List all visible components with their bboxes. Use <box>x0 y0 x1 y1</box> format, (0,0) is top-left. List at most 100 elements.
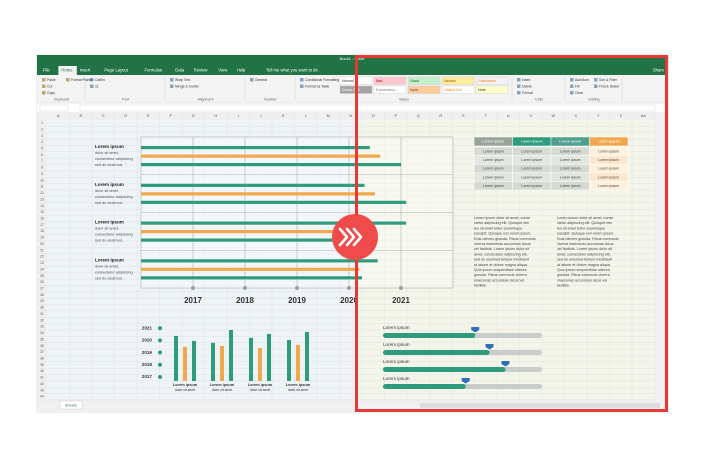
ribbon-tab[interactable]: Review <box>194 68 209 73</box>
ribbon-tab[interactable]: Home <box>61 68 73 73</box>
ribbon-button[interactable]: Clear <box>575 91 584 95</box>
row-header[interactable]: 7 <box>41 159 43 163</box>
column-header[interactable]: A <box>57 114 60 118</box>
ribbon-button[interactable]: Paste <box>47 78 56 82</box>
column-header[interactable]: C <box>102 114 105 118</box>
row-header[interactable]: 20 <box>40 242 44 246</box>
ribbon-button[interactable]: Copy <box>47 91 55 95</box>
column-header[interactable]: P <box>394 114 397 118</box>
row-header[interactable]: 11 <box>40 185 44 189</box>
row-header[interactable]: 35 <box>40 337 44 341</box>
ribbon-button[interactable]: Delete <box>522 84 532 88</box>
row-header[interactable]: 28 <box>40 293 44 297</box>
column-header[interactable]: F <box>170 114 173 118</box>
ribbon-button[interactable]: Insert <box>522 78 531 82</box>
vertical-scrollbar[interactable] <box>655 112 668 400</box>
formula-input[interactable] <box>79 104 656 112</box>
row-header[interactable]: 2 <box>41 127 43 131</box>
cell-style[interactable] <box>475 85 509 94</box>
ribbon-button[interactable]: General <box>255 78 267 82</box>
row-header[interactable]: 4 <box>41 140 43 144</box>
row-header[interactable]: 18 <box>40 229 44 233</box>
row-header[interactable]: 16 <box>40 217 44 221</box>
row-header[interactable]: 31 <box>40 312 44 316</box>
name-box[interactable] <box>39 104 69 112</box>
row-header[interactable]: 6 <box>41 153 43 157</box>
column-header[interactable]: AA <box>641 114 647 118</box>
ribbon-button[interactable]: Find & Select <box>599 84 619 88</box>
row-header[interactable]: 9 <box>41 172 43 176</box>
sheet-tab[interactable] <box>59 400 83 410</box>
column-header[interactable]: M <box>327 114 330 118</box>
ribbon-button[interactable]: Merge & Center <box>175 84 200 88</box>
column-header[interactable]: J <box>260 114 262 118</box>
column-header[interactable]: H <box>214 114 217 118</box>
row-header[interactable]: 21 <box>40 248 44 252</box>
cell-style[interactable] <box>407 85 441 94</box>
row-header[interactable]: 24 <box>40 267 44 271</box>
ribbon-button[interactable]: Format as Table <box>305 84 329 88</box>
ribbon-tab[interactable]: Insert <box>80 68 91 73</box>
ribbon-button[interactable]: Sort & Filter <box>599 78 618 82</box>
row-header[interactable]: 37 <box>40 350 44 354</box>
column-header[interactable]: V <box>529 114 532 118</box>
row-header[interactable]: 32 <box>40 318 44 322</box>
ribbon-tab[interactable]: Help <box>237 68 246 73</box>
row-header[interactable]: 41 <box>40 376 44 380</box>
row-header[interactable]: 25 <box>40 274 44 278</box>
column-header[interactable]: I <box>238 114 239 118</box>
cell-style[interactable] <box>373 85 407 94</box>
ribbon-button[interactable]: AutoSum <box>575 78 589 82</box>
row-header[interactable]: 13 <box>40 197 44 201</box>
column-header[interactable]: E <box>147 114 150 118</box>
row-header[interactable]: 17 <box>40 223 44 227</box>
ribbon-button[interactable]: Format Painter <box>71 78 94 82</box>
column-header[interactable]: T <box>485 114 488 118</box>
column-header[interactable]: U <box>507 114 510 118</box>
ribbon-button[interactable]: Cut <box>47 84 52 88</box>
ribbon-button[interactable]: 11 <box>95 84 99 88</box>
row-header[interactable]: 22 <box>40 255 44 259</box>
column-header[interactable]: D <box>124 114 127 118</box>
row-header[interactable]: 12 <box>40 191 44 195</box>
column-header[interactable]: S <box>462 114 465 118</box>
ribbon-tab[interactable]: Formulas <box>145 68 162 73</box>
cell-style[interactable] <box>441 76 475 85</box>
ribbon-tab[interactable]: File <box>43 68 50 73</box>
column-header[interactable]: Z <box>620 114 623 118</box>
cell-style[interactable] <box>407 76 441 85</box>
row-header[interactable]: 5 <box>41 147 43 151</box>
row-header[interactable]: 34 <box>40 331 44 335</box>
column-header[interactable]: R <box>439 114 442 118</box>
row-header[interactable]: 29 <box>40 299 44 303</box>
column-header[interactable]: O <box>372 114 375 118</box>
row-header[interactable]: 14 <box>40 204 44 208</box>
row-header[interactable]: 44 <box>40 395 44 399</box>
search-box[interactable]: Tell me what you want to do <box>266 68 318 73</box>
row-header[interactable]: 15 <box>40 210 44 214</box>
ribbon-button[interactable]: Format <box>522 91 533 95</box>
ribbon-button[interactable]: Wrap Text <box>175 78 190 82</box>
column-header[interactable]: X <box>574 114 577 118</box>
row-header[interactable]: 10 <box>40 178 44 182</box>
column-header[interactable]: W <box>551 114 555 118</box>
row-header[interactable]: 27 <box>40 287 44 291</box>
row-header[interactable]: 42 <box>40 382 44 386</box>
column-header[interactable]: Q <box>417 114 420 118</box>
row-header[interactable]: 30 <box>40 306 44 310</box>
ribbon-tab[interactable]: Page Layout <box>104 68 128 73</box>
row-header[interactable]: 33 <box>40 325 44 329</box>
row-header[interactable]: 39 <box>40 363 44 367</box>
row-header[interactable]: 1 <box>41 121 43 125</box>
row-header[interactable]: 8 <box>41 166 43 170</box>
column-header[interactable]: K <box>282 114 285 118</box>
ribbon-tab[interactable]: View <box>218 68 228 73</box>
share-button[interactable]: Share <box>653 68 665 73</box>
row-header[interactable]: 3 <box>41 134 43 138</box>
horizontal-scrollbar[interactable] <box>420 403 660 408</box>
column-header[interactable]: N <box>349 114 352 118</box>
ribbon-button[interactable]: Fill <box>575 84 580 88</box>
column-header[interactable]: B <box>79 114 82 118</box>
row-header[interactable]: 26 <box>40 280 44 284</box>
cell-style[interactable] <box>441 85 475 94</box>
